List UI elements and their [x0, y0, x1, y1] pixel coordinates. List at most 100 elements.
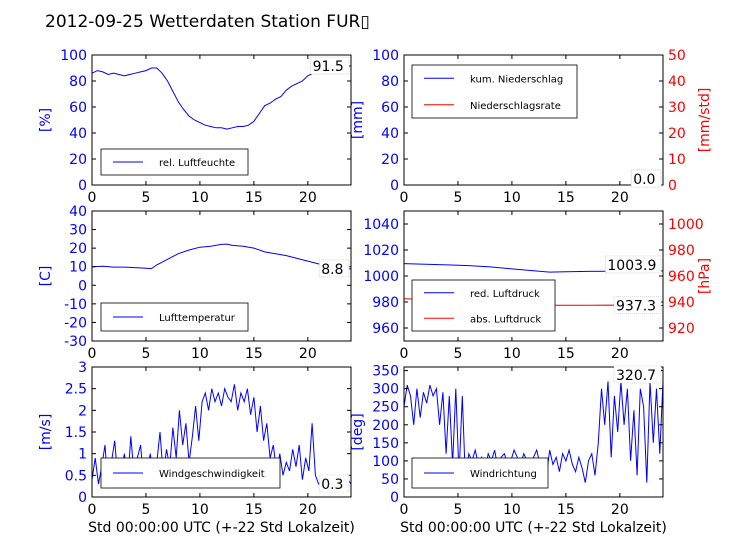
y-tick-label: 1020 — [363, 243, 399, 259]
x-tick-label: 15 — [245, 502, 263, 518]
legend-box — [411, 279, 556, 332]
x-tick-label: 10 — [503, 190, 521, 206]
annotation-box — [318, 259, 350, 278]
x-tick-label: 0 — [400, 190, 409, 206]
y-tick-label: 1000 — [363, 269, 399, 285]
y-tick-label: -30 — [64, 334, 87, 350]
y-tick-label: 20 — [69, 152, 87, 168]
series-humidity-0 — [92, 64, 351, 130]
legend-label: Windrichtung — [470, 469, 537, 480]
x-tick-label: 5 — [141, 190, 150, 206]
annotation-box — [613, 365, 662, 384]
y-tick-label: 3 — [78, 360, 87, 376]
x-axis-label: Std 00:00:00 UTC (+-22 Std Lokalzeit) — [88, 520, 355, 536]
x-tick-label: 20 — [611, 190, 629, 206]
annotation-text: 1003.9 — [607, 258, 656, 274]
x-tick-label: 15 — [557, 346, 575, 362]
y2-tick-label: 1000 — [668, 217, 704, 233]
panel-windspeed: 0 5 10 15 20 0 0.5 1 1.5 2 2.5 3 [m/s] Std 00:00:00 U… — [38, 360, 355, 536]
legend-box — [411, 64, 578, 119]
x-tick-label: 0 — [400, 346, 409, 362]
annotation-text: 0.3 — [321, 477, 343, 493]
plot-frame — [403, 54, 664, 186]
y2-tick-label: 40 — [668, 74, 686, 90]
x-tick-label: 10 — [503, 502, 521, 518]
y2-tick-label: 30 — [668, 100, 686, 116]
y-tick-label: 60 — [69, 100, 87, 116]
y-tick-label: 100 — [372, 454, 399, 470]
y-tick-label: -10 — [64, 297, 87, 313]
x-tick-label: 20 — [299, 190, 317, 206]
plot-frame — [403, 366, 664, 498]
y2-tick-label: 980 — [668, 243, 695, 259]
y-tick-label: 60 — [381, 100, 399, 116]
y-tick-label: 960 — [372, 321, 399, 337]
value-annotation: 8.8 — [318, 259, 350, 278]
y-tick-label: 0 — [78, 178, 87, 194]
legend-windspeed: Windgeschwindigkeit — [100, 457, 281, 489]
x-tick-label: 15 — [245, 190, 263, 206]
value-annotation: 0.0 — [630, 169, 662, 188]
y-tick-label: 300 — [372, 382, 399, 398]
annotation-box — [613, 296, 662, 314]
plot-frame — [91, 210, 352, 342]
x-tick-label: 20 — [299, 346, 317, 362]
annotation-box — [605, 255, 662, 274]
y-tick-label: 2 — [78, 403, 87, 419]
y2-tick-label: 920 — [668, 321, 695, 337]
x-tick-label: 5 — [453, 190, 462, 206]
x-tick-label: 10 — [503, 346, 521, 362]
y-tick-label: 80 — [69, 74, 87, 90]
series-winddirection-0 — [404, 381, 663, 483]
annotation-text: 91.5 — [313, 59, 344, 75]
y2-tick-label: 10 — [668, 152, 686, 168]
value-annotation: 937.3 — [613, 296, 662, 315]
y-tick-label: 200 — [372, 418, 399, 434]
series-temperature-0 — [92, 243, 351, 270]
y2-tick-label: 0 — [668, 178, 677, 194]
y-tick-label: 250 — [372, 400, 399, 416]
x-tick-label: 0 — [88, 346, 97, 362]
y-axis-label: [%] — [38, 108, 54, 132]
legend-precipitation: kum. Niederschlag Niederschlagsrate — [411, 64, 578, 119]
legend-label: Windgeschwindigkeit — [159, 469, 265, 480]
y-tick-label: 30 — [69, 223, 87, 239]
panel-humidity: 0 5 10 15 20 0 20 40 60 80 100 [%] rel. Luftfeuchte 9… — [38, 48, 352, 206]
panel-precipitation: 0 5 10 15 20 0 20 40 60 80 100 0 10 20 30 40 50 [mm] [mm/s… — [350, 48, 713, 206]
y-tick-label: -20 — [64, 315, 87, 331]
x-axis-label: Std 00:00:00 UTC (+-22 Std Lokalzeit) — [400, 520, 667, 536]
legend-temperature: Lufttemperatur — [100, 302, 249, 332]
y-tick-label: 1.5 — [65, 425, 87, 441]
x-tick-label: 10 — [191, 190, 209, 206]
value-annotation: 320.7 — [613, 365, 662, 384]
y-tick-label: 20 — [69, 241, 87, 257]
y2-tick-label: 50 — [668, 48, 686, 64]
annotation-box — [318, 474, 350, 493]
annotation-text: 8.8 — [321, 262, 343, 278]
plot-frame — [91, 54, 352, 186]
y2-tick-label: 20 — [668, 126, 686, 142]
annotation-text: 937.3 — [616, 299, 656, 315]
figure-title: 2012-09-25 Wetterdaten Station FUR▯ — [45, 12, 370, 32]
y-tick-label: 40 — [69, 204, 87, 220]
y-tick-label: 100 — [372, 48, 399, 64]
x-tick-label: 15 — [557, 190, 575, 206]
x-tick-label: 20 — [611, 346, 629, 362]
x-tick-label: 5 — [141, 346, 150, 362]
panel-pressure: 0 5 10 15 20 960 980 1000 1020 1040 920 940 960 980 10… — [363, 210, 713, 362]
x-tick-label: 10 — [191, 502, 209, 518]
annotation-text: 320.7 — [616, 368, 656, 384]
y-tick-label: 80 — [381, 74, 399, 90]
panel-temperature: 0 5 10 15 20 -30 -20 -10 0 10 20 30 40 [C] Lufttempera… — [38, 204, 352, 362]
y-tick-label: 50 — [381, 472, 399, 488]
y-tick-label: 1 — [78, 447, 87, 463]
y-tick-label: 0.5 — [65, 468, 87, 484]
x-tick-label: 20 — [611, 502, 629, 518]
y-tick-label: 0 — [390, 178, 399, 194]
y-tick-label: 150 — [372, 436, 399, 452]
y-tick-label: 0 — [78, 278, 87, 294]
x-tick-label: 0 — [88, 502, 97, 518]
x-tick-label: 0 — [88, 190, 97, 206]
